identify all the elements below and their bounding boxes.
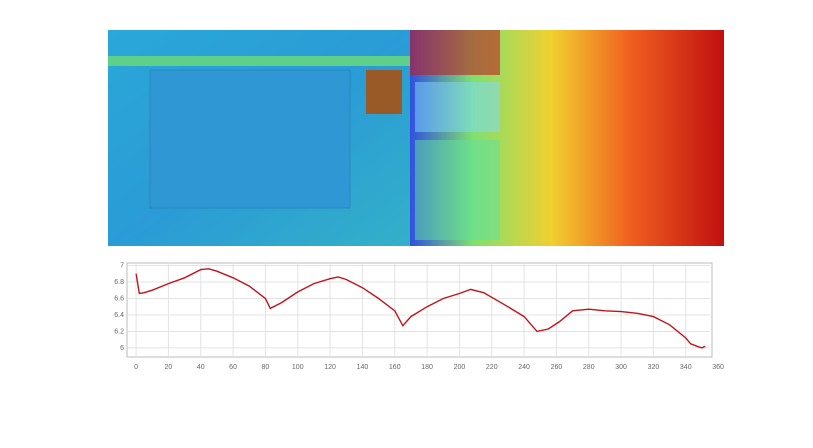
x-tick-label: 100 bbox=[292, 364, 304, 371]
x-tick-label: 120 bbox=[324, 364, 336, 371]
x-tick-label: 140 bbox=[357, 364, 369, 371]
x-tick-label: 180 bbox=[421, 364, 433, 371]
x-tick-label: 40 bbox=[197, 364, 205, 371]
x-tick-label: 200 bbox=[454, 364, 466, 371]
x-tick-label: 280 bbox=[583, 364, 595, 371]
x-tick-label: 340 bbox=[680, 364, 692, 371]
building bbox=[410, 30, 500, 75]
y-tick-label: 6.2 bbox=[114, 328, 124, 335]
elevation-maps bbox=[108, 30, 724, 246]
x-tick-label: 0 bbox=[134, 364, 138, 371]
x-tick-label: 300 bbox=[615, 364, 627, 371]
y-tick-label: 6.6 bbox=[114, 295, 124, 302]
road bbox=[108, 56, 410, 66]
x-tick-label: 60 bbox=[229, 364, 237, 371]
profile-line bbox=[135, 268, 706, 349]
field-block bbox=[415, 82, 500, 132]
x-tick-label: 80 bbox=[262, 364, 270, 371]
plot-frame bbox=[126, 262, 713, 358]
field bbox=[149, 69, 351, 209]
chart: 6 6.2 6.4 6.6 6.8 7 0 20 40 60 80 100 120 140 160 180 20… bbox=[114, 262, 724, 371]
field-block bbox=[415, 140, 500, 240]
trees bbox=[366, 70, 402, 114]
y-tick-label: 6.4 bbox=[114, 312, 124, 319]
x-tick-label: 260 bbox=[551, 364, 563, 371]
x-tick-label: 20 bbox=[165, 364, 173, 371]
y-tick-label: 7 bbox=[120, 262, 124, 269]
x-tick-label: 360 bbox=[712, 364, 724, 371]
x-tick-label: 220 bbox=[486, 364, 498, 371]
x-tick-label: 320 bbox=[648, 364, 660, 371]
y-tick-label: 6.8 bbox=[114, 279, 124, 286]
x-tick-label: 240 bbox=[518, 364, 530, 371]
x-tick-label: 160 bbox=[389, 364, 401, 371]
y-tick-label: 6 bbox=[120, 345, 124, 352]
